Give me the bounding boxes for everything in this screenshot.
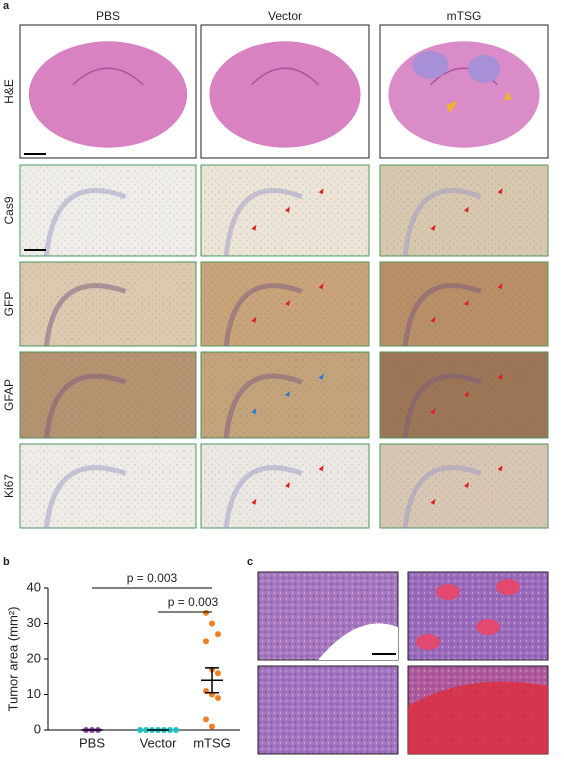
arrowhead xyxy=(430,316,436,323)
arrowhead xyxy=(497,283,503,290)
tissue-layer xyxy=(43,187,127,257)
arrowhead xyxy=(464,300,469,306)
tissue-layer xyxy=(402,283,482,347)
hemorrhage xyxy=(476,619,500,635)
y-tick-label: 0 xyxy=(34,721,41,736)
data-point xyxy=(167,727,173,733)
p-value: p = 0.003 xyxy=(168,595,219,609)
arrowhead xyxy=(251,408,257,415)
y-tick-label: 10 xyxy=(27,686,41,701)
tissue-layer xyxy=(402,465,482,529)
hippocampus xyxy=(250,67,320,86)
arrowhead xyxy=(464,391,469,397)
arrowhead xyxy=(464,482,469,488)
hemorrhage xyxy=(408,681,548,754)
data-point xyxy=(203,609,209,616)
row-label: Ki67 xyxy=(2,474,16,498)
x-tick-label: Vector xyxy=(140,735,178,750)
brain-section xyxy=(388,41,540,148)
arrowhead xyxy=(285,482,290,488)
data-point xyxy=(209,723,215,730)
tissue-layer xyxy=(223,283,303,347)
arrowhead xyxy=(285,391,290,397)
row-label: Cas9 xyxy=(2,196,16,224)
column-header: PBS xyxy=(96,9,120,23)
brain-section xyxy=(209,41,361,148)
tissue-layer xyxy=(402,187,482,257)
p-value: p = 0.003 xyxy=(127,571,178,585)
arrowhead xyxy=(251,498,257,505)
arrowhead xyxy=(497,465,503,472)
y-axis-label: Tumor area (mm²) xyxy=(5,607,20,712)
arrowhead xyxy=(430,498,436,505)
panel-label: b xyxy=(3,556,10,568)
data-point xyxy=(209,620,215,627)
data-point xyxy=(215,670,221,677)
hemorrhage xyxy=(496,579,520,595)
y-tick-label: 40 xyxy=(27,579,41,594)
tumor xyxy=(468,54,501,83)
tissue-layer xyxy=(223,465,303,529)
tissue-layer xyxy=(43,283,127,347)
arrowhead xyxy=(318,283,324,290)
column-header: mTSG xyxy=(447,9,482,23)
arrowhead xyxy=(464,206,469,213)
tissue-layer xyxy=(43,465,127,529)
hemorrhage xyxy=(436,584,460,600)
row-label: H&E xyxy=(2,79,16,104)
data-point xyxy=(203,716,209,723)
tumor xyxy=(412,50,449,79)
arrowhead xyxy=(285,206,290,213)
arrowhead xyxy=(318,188,324,195)
arrowhead xyxy=(497,373,503,380)
row-label: GFAP xyxy=(2,379,16,411)
x-tick-label: mTSG xyxy=(193,735,231,750)
x-tick-label: PBS xyxy=(79,735,105,750)
y-tick-label: 30 xyxy=(27,615,41,630)
arrowhead xyxy=(251,224,257,231)
data-point xyxy=(215,631,221,638)
arrowhead xyxy=(318,465,324,472)
tissue-layer xyxy=(43,373,127,439)
arrowhead xyxy=(251,316,257,323)
column-header: Vector xyxy=(268,9,302,23)
panel-label: c xyxy=(247,556,253,568)
data-point xyxy=(137,727,143,733)
tissue-layer xyxy=(223,373,303,439)
data-point xyxy=(203,638,209,645)
lumen xyxy=(318,623,398,660)
arrowhead xyxy=(430,224,436,231)
y-tick-label: 20 xyxy=(27,650,41,665)
arrowhead xyxy=(285,300,290,306)
arrowhead xyxy=(497,188,503,195)
arrowhead xyxy=(430,408,436,415)
hemorrhage xyxy=(416,634,440,650)
row-label: GFP xyxy=(2,292,16,317)
arrowhead xyxy=(318,373,324,380)
data-point xyxy=(215,695,221,702)
brain-section xyxy=(28,41,188,148)
panel-label: a xyxy=(3,0,10,12)
arrowhead xyxy=(504,91,512,101)
data-point xyxy=(173,727,179,733)
tissue-layer xyxy=(223,187,303,257)
hippocampus xyxy=(72,67,144,86)
texture xyxy=(258,666,398,754)
data-point xyxy=(143,727,149,733)
tissue-layer xyxy=(402,373,482,439)
arrowhead xyxy=(446,101,458,113)
